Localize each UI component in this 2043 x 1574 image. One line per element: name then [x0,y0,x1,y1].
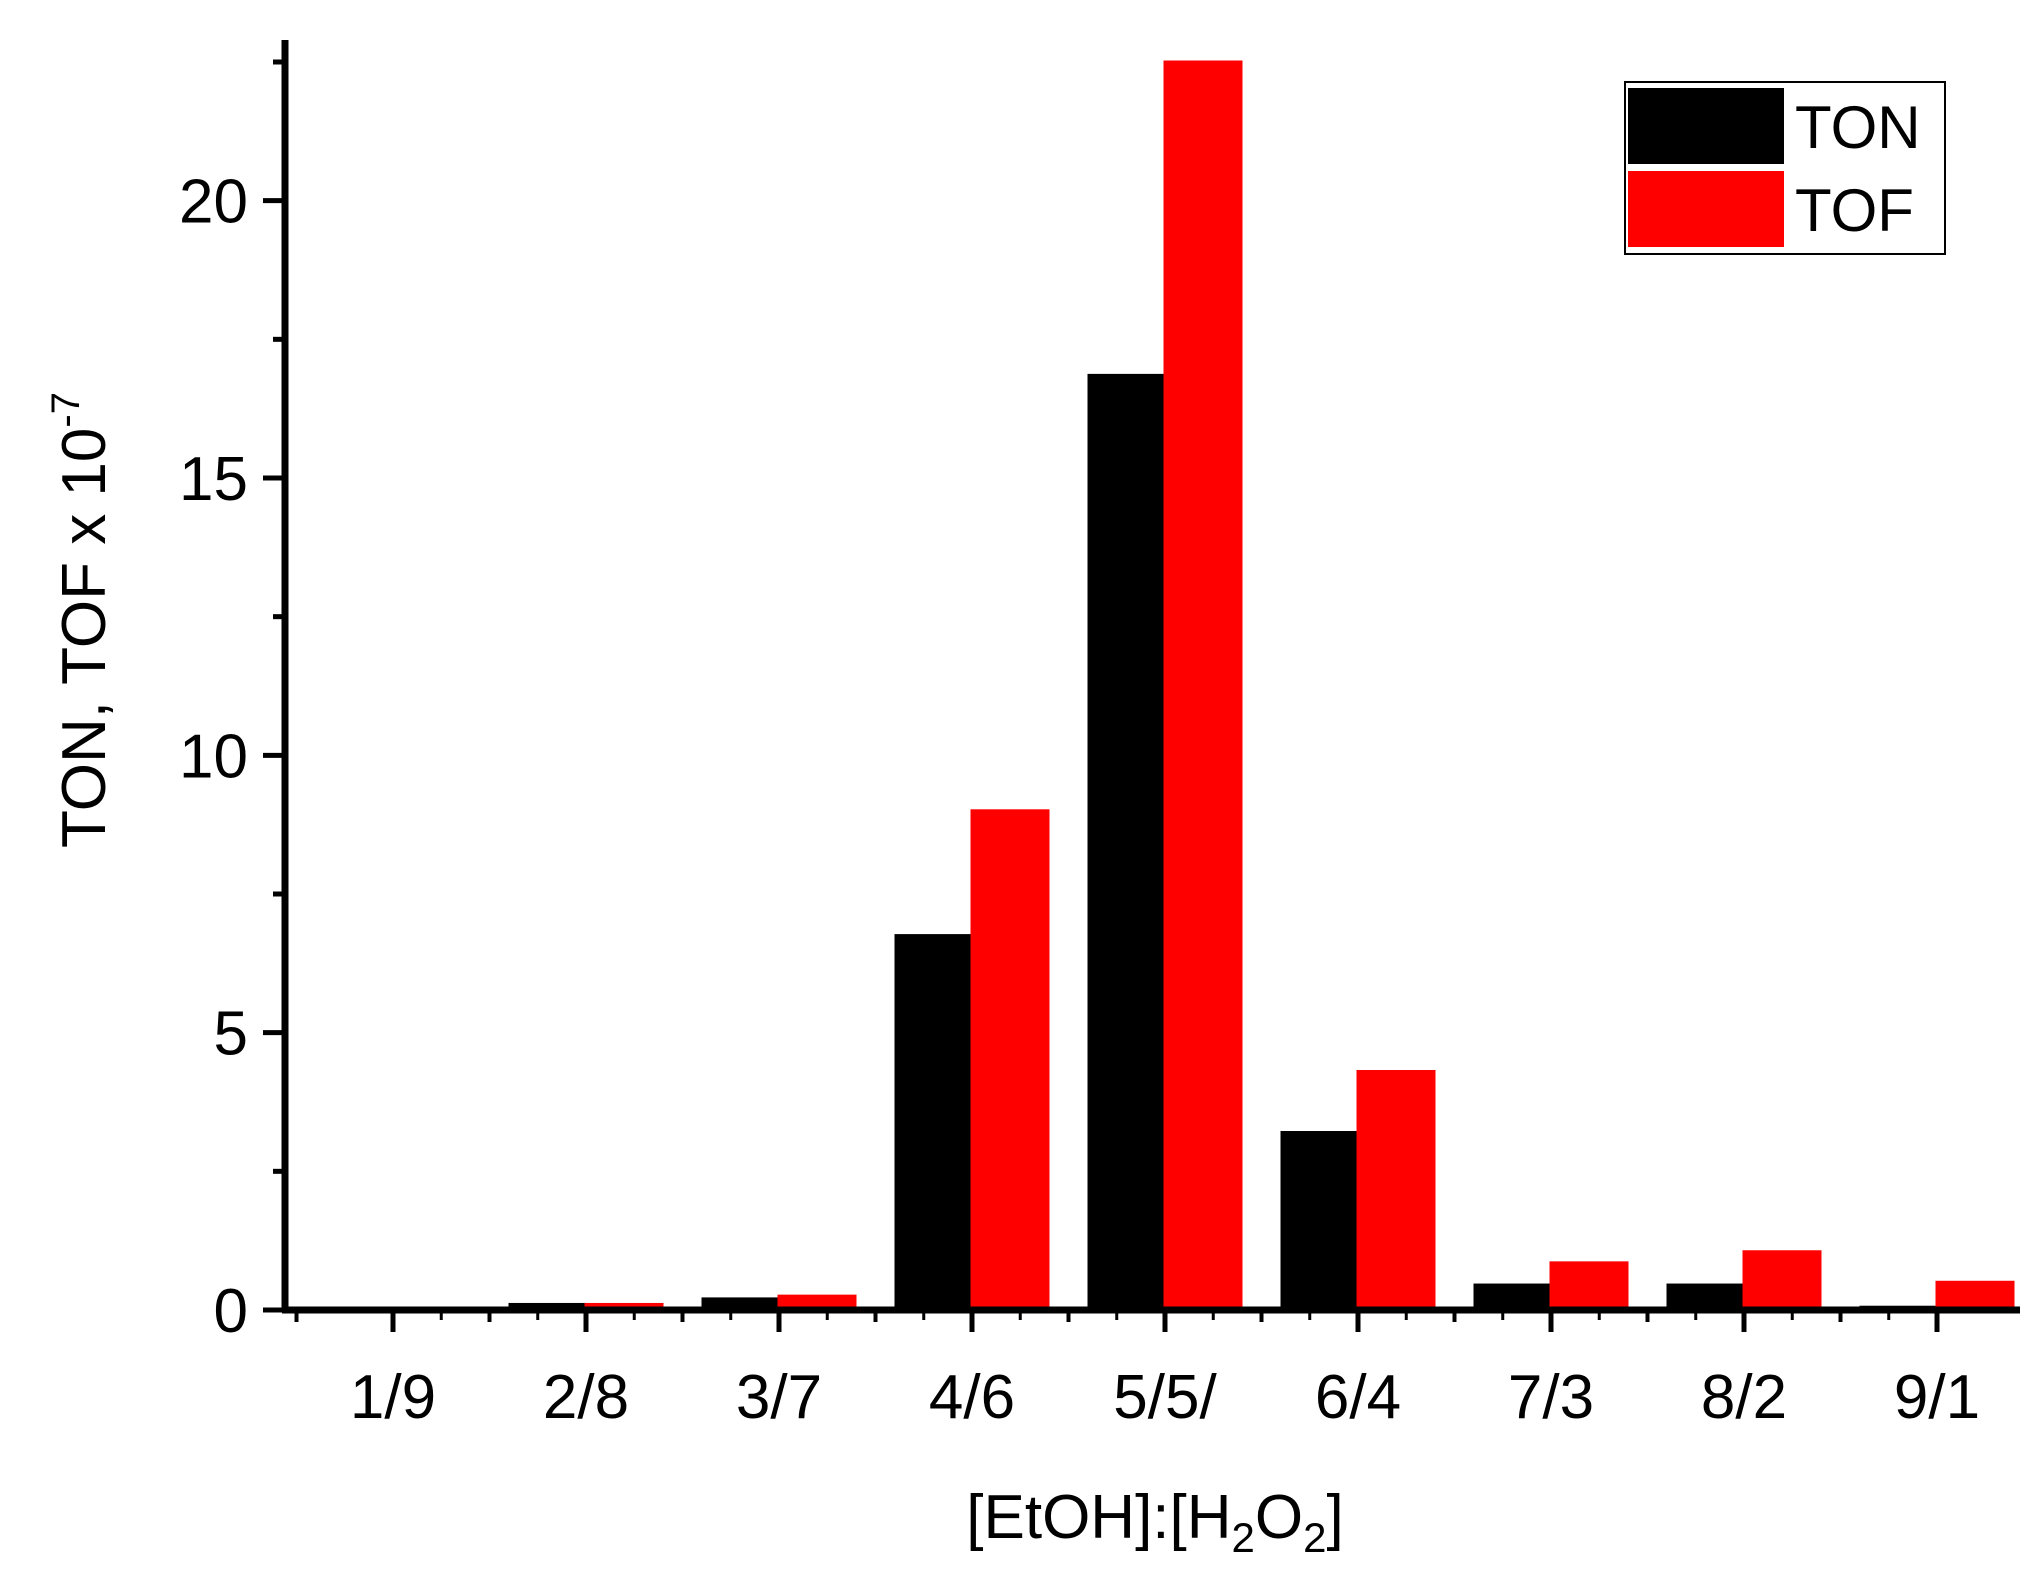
x-axis-title-sub2: 2 [1303,1514,1326,1561]
bar-tof-5 [1356,1069,1436,1312]
x-tick-label: 3/7 [736,1363,822,1432]
legend-swatch-tof [1628,171,1784,247]
legend-label-ton: TON [1795,94,1921,161]
y-tick-label: 20 [179,168,248,237]
bar-tof-4 [1163,60,1243,1312]
x-axis-title-suffix: ] [1326,1483,1343,1552]
x-tick-label: 5/5/ [1113,1363,1217,1432]
x-tick-label: 1/9 [350,1363,436,1432]
x-axis-title-mid: O [1255,1483,1303,1552]
bar-ton-4 [1087,373,1167,1312]
y-tick-label: 0 [214,1277,248,1346]
bar-ton-6 [1473,1283,1553,1312]
y-ticks: 0 5 10 15 20 [179,59,285,1346]
y-axis-title: TON, TOF x 10-7 [44,392,119,848]
x-tick-label: 4/6 [929,1363,1015,1432]
y-tick-label: 15 [179,445,248,514]
bars-layer [508,60,2015,1312]
x-tick-label: 9/1 [1894,1363,1980,1432]
bar-tof-6 [1549,1261,1629,1312]
y-tick-label: 5 [214,1000,248,1069]
x-tick-label: 2/8 [543,1363,629,1432]
x-axis-title-prefix: [EtOH]:[H [966,1483,1231,1552]
y-tick-label: 10 [179,722,248,791]
legend: TON TOF [1624,81,1946,255]
bar-tof-7 [1742,1250,1822,1312]
legend-swatch-ton [1628,88,1784,164]
x-axis-title-sub1: 2 [1232,1514,1255,1561]
x-tick-label: 6/4 [1315,1363,1401,1432]
x-tick-label: 8/2 [1701,1363,1787,1432]
y-axis-title-sup: -7 [44,392,88,428]
axes-layer [281,40,2020,1314]
legend-label-tof: TOF [1795,177,1914,244]
x-axis-title: [EtOH]:[H2O2] [966,1483,1343,1561]
y-axis-title-main: TON, TOF x 10 [50,428,119,848]
bar-tof-3 [970,809,1050,1312]
bar-ton-3 [894,934,974,1312]
x-ticks: 1/9 2/8 3/7 4/6 5/5/6/4 7/3 8/2 9/1 [294,1310,1980,1432]
bar-tof-8 [1935,1280,2015,1312]
x-tick-label: 7/3 [1508,1363,1594,1432]
bar-ton-5 [1280,1131,1360,1312]
bar-ton-7 [1666,1283,1746,1312]
